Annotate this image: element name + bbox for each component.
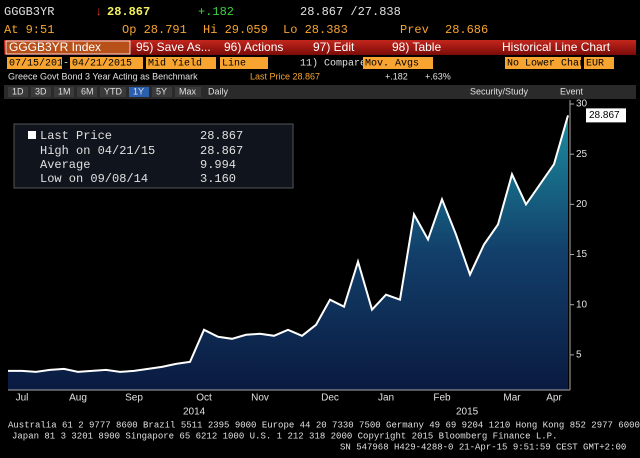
stat-label: Average [40,158,90,172]
currency: EUR [586,59,604,70]
security: GGGB3YR Index [9,40,101,54]
start: 07/15/2014 [9,58,69,70]
period-button[interactable] [8,87,28,97]
open: Op 28.791 [122,23,187,37]
end: 04/21/2015 [72,58,132,70]
tool[interactable]: Event [560,86,584,96]
toolbar-button[interactable]: 98) Table [392,40,441,54]
start-field[interactable] [7,57,62,69]
legend-box [13,123,294,189]
year-label: 2014 [183,407,206,418]
description: Greece Govt Bond 3 Year Acting as Benchm… [8,71,198,81]
toolbar [4,40,636,55]
last-value-box [586,108,626,123]
currency-select[interactable] [584,57,614,69]
lower-select[interactable] [505,57,581,69]
period-label: YTD [104,86,123,96]
field: Mid Yield [148,58,202,70]
mov-select[interactable] [363,57,433,69]
stat-label: High on 04/21/15 [40,144,155,158]
period-button[interactable] [129,87,149,97]
x-tick-label: Mar [503,393,521,404]
period-button[interactable] [54,87,74,97]
toolbar-button[interactable]: 97) Edit [313,40,355,54]
ticker: GGGB3YR [4,5,54,19]
end-field[interactable] [70,57,143,69]
footer: Japan 81 3 3201 8900 Singapore 65 6212 1… [12,431,558,441]
period-label: 6M [81,86,94,96]
footer: Australia 61 2 9777 8600 Brazil 5511 239… [8,420,640,430]
stat-label: Low on 09/08/14 [40,172,148,186]
y-tick-label: 30 [576,99,588,110]
period-button[interactable] [175,87,201,97]
last-price: Last Price 28.867 [250,71,320,81]
y-tick-label: 20 [576,199,588,210]
bid-ask: 28.867 /27.838 [300,5,401,19]
low: Lo 28.383 [283,23,348,37]
time: At 9:51 [4,23,54,37]
x-tick-label: Oct [196,393,212,404]
period-button[interactable] [152,87,172,97]
x-tick-label: Apr [546,393,562,404]
x-tick-label: Sep [125,393,143,404]
prev: 28.686 [445,23,488,37]
security-box[interactable] [5,40,131,55]
year-label: 2015 [456,407,479,418]
tool[interactable]: Security/Study [470,86,529,96]
legend-label: Last Price [40,129,112,143]
period-button[interactable] [31,87,51,97]
legend-value: 28.867 [200,129,243,143]
x-tick-label: Aug [69,393,87,404]
x-tick-label: Feb [433,393,451,404]
style: Line [222,58,246,70]
style-select[interactable] [220,57,268,69]
mov: Mov. Avgs [365,59,419,70]
stat-value: 9.994 [200,158,236,172]
toolbar-button[interactable]: 95) Save As... [136,40,211,54]
x-tick-label: Jul [16,393,29,404]
period-label: 3D [35,86,47,96]
stat-value: 28.867 [200,144,243,158]
period-button[interactable] [100,87,126,97]
y-tick-label: 10 [576,299,588,310]
view-name: Historical Line Chart [502,40,611,54]
high: Hi 29.059 [203,23,268,37]
period-label: 1M [58,86,71,96]
sep: - [63,59,69,70]
footer: SN 547968 H429-4288-0 21-Apr-15 9:51:59 … [340,442,626,452]
y-tick-label: 5 [576,350,582,361]
toolbar-button[interactable]: 96) Actions [224,40,283,54]
period-label: 5Y [156,86,167,96]
period-label: 1D [12,86,24,96]
last: 28.867 [107,5,150,19]
stat-value: 3.160 [200,172,236,186]
y-tick-label: 25 [576,149,588,160]
legend-swatch [28,131,36,139]
compare[interactable]: 11) Compare [300,58,366,70]
frequency: Daily [208,86,229,96]
area [8,115,568,391]
change: +.182 [198,5,234,19]
info-pct: +.63% [425,71,451,81]
x-tick-label: Jan [378,393,394,404]
period-label: Max [179,86,197,96]
arrow: ↓ [95,5,102,19]
period-button[interactable] [77,87,97,97]
info-change: +.182 [385,71,408,81]
y-tick-label: 15 [576,249,588,260]
prev-label: Prev [400,23,429,37]
line [8,115,569,373]
period-label: 1Y [133,86,144,96]
x-tick-label: Nov [251,393,269,404]
field-select[interactable] [146,57,216,69]
lower: No Lower Chart [507,58,591,70]
x-tick-label: Dec [321,393,339,404]
period-bar [4,85,636,99]
last-value-label: 28.867 [589,110,620,121]
